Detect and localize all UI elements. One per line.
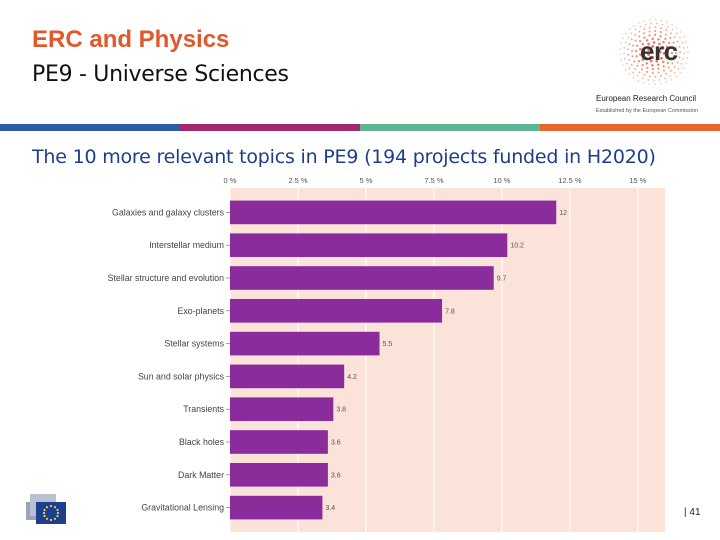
erc-logo-dots-icon xyxy=(619,18,689,86)
value-label: 12 xyxy=(559,210,567,217)
x-tick-label: 12.5 % xyxy=(558,176,582,185)
bar xyxy=(230,430,328,454)
stripe-purple xyxy=(180,124,360,131)
bar xyxy=(230,495,323,520)
value-label: 9.7 xyxy=(497,276,507,283)
category-label: Gravitational Lensing xyxy=(141,503,224,513)
value-label: 3.6 xyxy=(331,472,341,479)
value-label: 4.2 xyxy=(347,374,357,381)
value-label: 3.4 xyxy=(325,505,335,512)
bar xyxy=(230,397,334,422)
category-label: Black holes xyxy=(179,437,225,447)
category-label: Sun and solar physics xyxy=(138,371,225,381)
x-tick-label: 15 % xyxy=(629,176,646,185)
value-label: 7.8 xyxy=(445,308,455,315)
erc-logo: erc European Research Council Establishe… xyxy=(592,12,710,120)
stripe-teal xyxy=(360,124,540,131)
slide-subtitle: PE9 - Universe Sciences xyxy=(32,62,289,87)
bar xyxy=(230,364,345,389)
slide-title: ERC and Physics xyxy=(32,26,230,53)
x-tick-label: 0 % xyxy=(224,176,237,185)
erc-logo-subtitle: Established by the European Commission xyxy=(596,108,699,114)
category-label: Stellar structure and evolution xyxy=(108,273,224,283)
category-label: Stellar systems xyxy=(164,339,224,349)
value-label: 3.8 xyxy=(336,407,346,414)
bar xyxy=(230,298,443,323)
erc-logo-name: European Research Council xyxy=(596,94,697,103)
category-label: Transients xyxy=(183,404,224,414)
eu-flag-icon xyxy=(26,494,66,524)
bar xyxy=(230,266,494,290)
bar xyxy=(230,233,508,258)
category-label: Galaxies and galaxy clusters xyxy=(112,207,225,217)
page-number: | 41 xyxy=(684,507,701,518)
x-tick-label: 7.5 % xyxy=(424,176,444,185)
bar xyxy=(230,462,328,487)
category-label: Exo-planets xyxy=(178,306,225,316)
value-label: 10.2 xyxy=(510,243,524,250)
bar xyxy=(230,331,380,356)
stripe-blue xyxy=(0,124,180,131)
stripe-orange xyxy=(540,124,720,131)
erc-logo-word: erc xyxy=(640,36,678,66)
x-tick-label: 2.5 % xyxy=(288,176,308,185)
bar-chart: 0 % 2.5 % 5 % 7.5 % 10 % 12.5 % 15 % Galaxies a… xyxy=(108,176,665,532)
category-label: Dark Matter xyxy=(178,470,224,480)
bar xyxy=(230,200,557,225)
value-label: 5.5 xyxy=(383,341,393,348)
value-label: 3.6 xyxy=(331,440,341,447)
category-label: Interstellar medium xyxy=(149,240,224,250)
chart-title: The 10 more relevant topics in PE9 (194 … xyxy=(32,146,656,168)
x-tick-label: 5 % xyxy=(359,176,372,185)
x-tick-label: 10 % xyxy=(493,176,510,185)
